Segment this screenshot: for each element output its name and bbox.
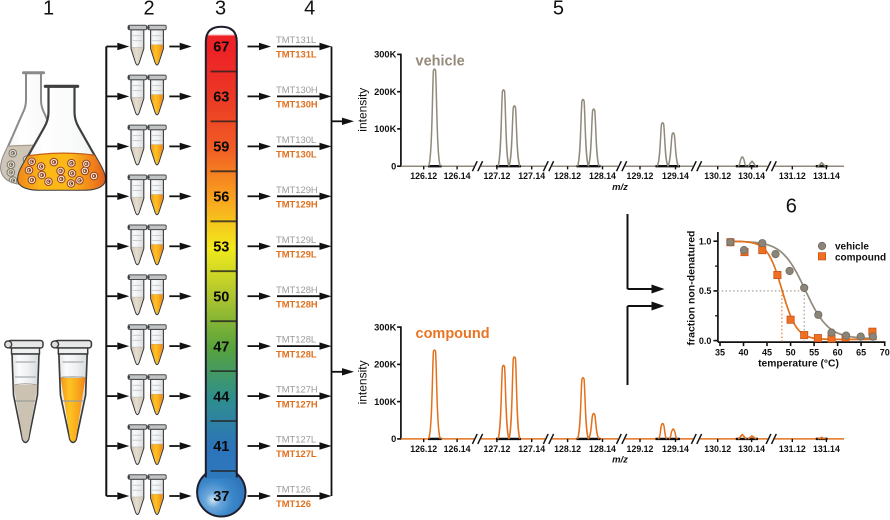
svg-text:59: 59 [213, 140, 229, 156]
svg-text:55: 55 [809, 347, 819, 357]
svg-text:m/z: m/z [612, 455, 628, 466]
svg-text:TMT128H: TMT128H [276, 298, 318, 309]
svg-text:53: 53 [213, 240, 229, 256]
svg-text:temperature (°C): temperature (°C) [758, 359, 839, 370]
svg-text:127.12: 127.12 [483, 171, 510, 181]
svg-text:126.14: 126.14 [444, 171, 471, 181]
svg-text:127.12: 127.12 [483, 444, 510, 454]
svg-text:127.14: 127.14 [518, 171, 545, 181]
svg-text:126.12: 126.12 [410, 444, 437, 454]
svg-text:TMT126: TMT126 [276, 498, 311, 509]
svg-text:50: 50 [786, 347, 796, 357]
svg-text:3: 3 [215, 0, 226, 20]
svg-text:fraction non-denatured: fraction non-denatured [686, 231, 698, 346]
svg-text:1.0: 1.0 [699, 237, 712, 247]
svg-text:200K: 200K [374, 360, 397, 370]
svg-text:TMT128H: TMT128H [276, 284, 318, 295]
svg-text:TMT130H: TMT130H [276, 84, 318, 95]
svg-text:compound: compound [835, 252, 886, 263]
svg-text:TMT129L: TMT129L [276, 249, 317, 260]
svg-text:56: 56 [213, 190, 229, 206]
svg-text:128.12: 128.12 [554, 171, 581, 181]
svg-text:TMT130H: TMT130H [276, 99, 318, 110]
svg-text:131.12: 131.12 [779, 444, 806, 454]
svg-text:131.14: 131.14 [813, 171, 840, 181]
svg-text:100K: 100K [374, 397, 397, 407]
svg-text:TMT127L: TMT127L [276, 434, 316, 445]
svg-text:131.12: 131.12 [779, 171, 806, 181]
svg-text:130.14: 130.14 [738, 171, 765, 181]
svg-text:TMT127L: TMT127L [276, 448, 317, 459]
svg-text:45: 45 [762, 347, 772, 357]
svg-text:128.12: 128.12 [554, 444, 581, 454]
svg-text:127.14: 127.14 [518, 444, 545, 454]
svg-text:129.12: 129.12 [627, 444, 654, 454]
svg-text:compound: compound [416, 326, 490, 342]
svg-text:67: 67 [213, 40, 229, 56]
svg-text:TMT131L: TMT131L [276, 34, 316, 45]
svg-text:126.14: 126.14 [444, 444, 471, 454]
svg-text:TMT126: TMT126 [276, 484, 311, 495]
svg-text:TMT129H: TMT129H [276, 199, 318, 210]
svg-text:0: 0 [391, 161, 396, 171]
svg-text:vehicle: vehicle [835, 242, 869, 253]
svg-text:1: 1 [43, 0, 54, 20]
svg-text:TMT128L: TMT128L [276, 348, 317, 359]
svg-text:TMT129L: TMT129L [276, 234, 316, 245]
svg-text:47: 47 [213, 339, 229, 355]
svg-text:129.12: 129.12 [627, 171, 654, 181]
svg-text:37: 37 [213, 489, 229, 505]
svg-text:100K: 100K [374, 124, 397, 134]
svg-text:0.0: 0.0 [699, 336, 712, 346]
svg-text:50: 50 [213, 289, 229, 305]
svg-text:35: 35 [715, 347, 725, 357]
svg-text:TMT129H: TMT129H [276, 184, 318, 195]
svg-text:TMT131L: TMT131L [276, 49, 317, 60]
svg-text:126.12: 126.12 [410, 171, 437, 181]
svg-text:2: 2 [143, 0, 154, 20]
svg-text:intensity: intensity [356, 88, 370, 132]
svg-text:130.12: 130.12 [704, 444, 731, 454]
svg-text:128.14: 128.14 [589, 444, 616, 454]
svg-text:m/z: m/z [612, 182, 628, 193]
svg-text:0: 0 [391, 434, 396, 444]
svg-text:128.14: 128.14 [589, 171, 616, 181]
svg-text:130.12: 130.12 [704, 171, 731, 181]
svg-text:TMT127H: TMT127H [276, 398, 318, 409]
svg-text:70: 70 [880, 347, 890, 357]
svg-text:4: 4 [304, 0, 315, 20]
svg-text:200K: 200K [374, 87, 397, 97]
svg-text:44: 44 [213, 389, 229, 405]
svg-text:300K: 300K [374, 50, 397, 60]
svg-text:300K: 300K [374, 322, 397, 332]
svg-text:TMT130L: TMT130L [276, 149, 317, 160]
svg-text:60: 60 [833, 347, 843, 357]
svg-text:TMT130L: TMT130L [276, 134, 316, 145]
svg-text:TMT128L: TMT128L [276, 334, 316, 345]
svg-text:intensity: intensity [356, 360, 370, 404]
svg-text:65: 65 [856, 347, 866, 357]
svg-text:40: 40 [738, 347, 748, 357]
svg-text:41: 41 [213, 439, 229, 455]
svg-text:0.5: 0.5 [699, 286, 712, 296]
svg-text:6: 6 [786, 196, 797, 218]
svg-text:129.14: 129.14 [662, 171, 689, 181]
svg-text:5: 5 [553, 0, 564, 20]
svg-text:129.14: 129.14 [662, 444, 689, 454]
svg-text:131.14: 131.14 [813, 444, 840, 454]
svg-text:130.14: 130.14 [738, 444, 765, 454]
svg-text:63: 63 [213, 90, 229, 106]
svg-text:TMT127H: TMT127H [276, 384, 318, 395]
svg-text:vehicle: vehicle [416, 53, 465, 69]
